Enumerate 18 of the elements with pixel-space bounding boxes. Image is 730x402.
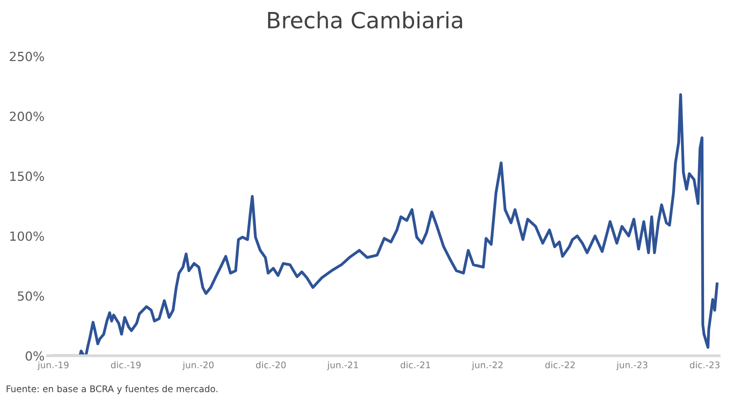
y-tick-label: 200%: [10, 112, 44, 122]
x-tick-label: dic.-19: [110, 361, 141, 368]
x-tick-label: jun.-23: [616, 361, 648, 370]
x-tick-label: dic.-22: [545, 361, 575, 368]
x-tick-label: dic.-21: [400, 361, 430, 368]
x-tick-label: jun.-22: [472, 361, 503, 370]
y-tick-label: 250%: [10, 52, 44, 62]
x-tick-label: dic.-23: [690, 361, 720, 368]
y-tick-label: 0%: [26, 351, 44, 361]
x-tick-label: jun.-20: [182, 361, 214, 370]
source-note: Fuente: en base a BCRA y fuentes de mercado.: [6, 385, 218, 394]
x-tick-label: jun.-21: [327, 361, 358, 370]
y-tick-label: 100%: [10, 231, 44, 241]
y-tick-label: 150%: [10, 172, 44, 182]
chart-title: Brecha Cambiaria: [268, 11, 462, 29]
x-tick-label: jun.-19: [37, 361, 69, 370]
x-tick-label: dic.-20: [256, 361, 286, 368]
y-tick-label: 50%: [18, 291, 44, 301]
